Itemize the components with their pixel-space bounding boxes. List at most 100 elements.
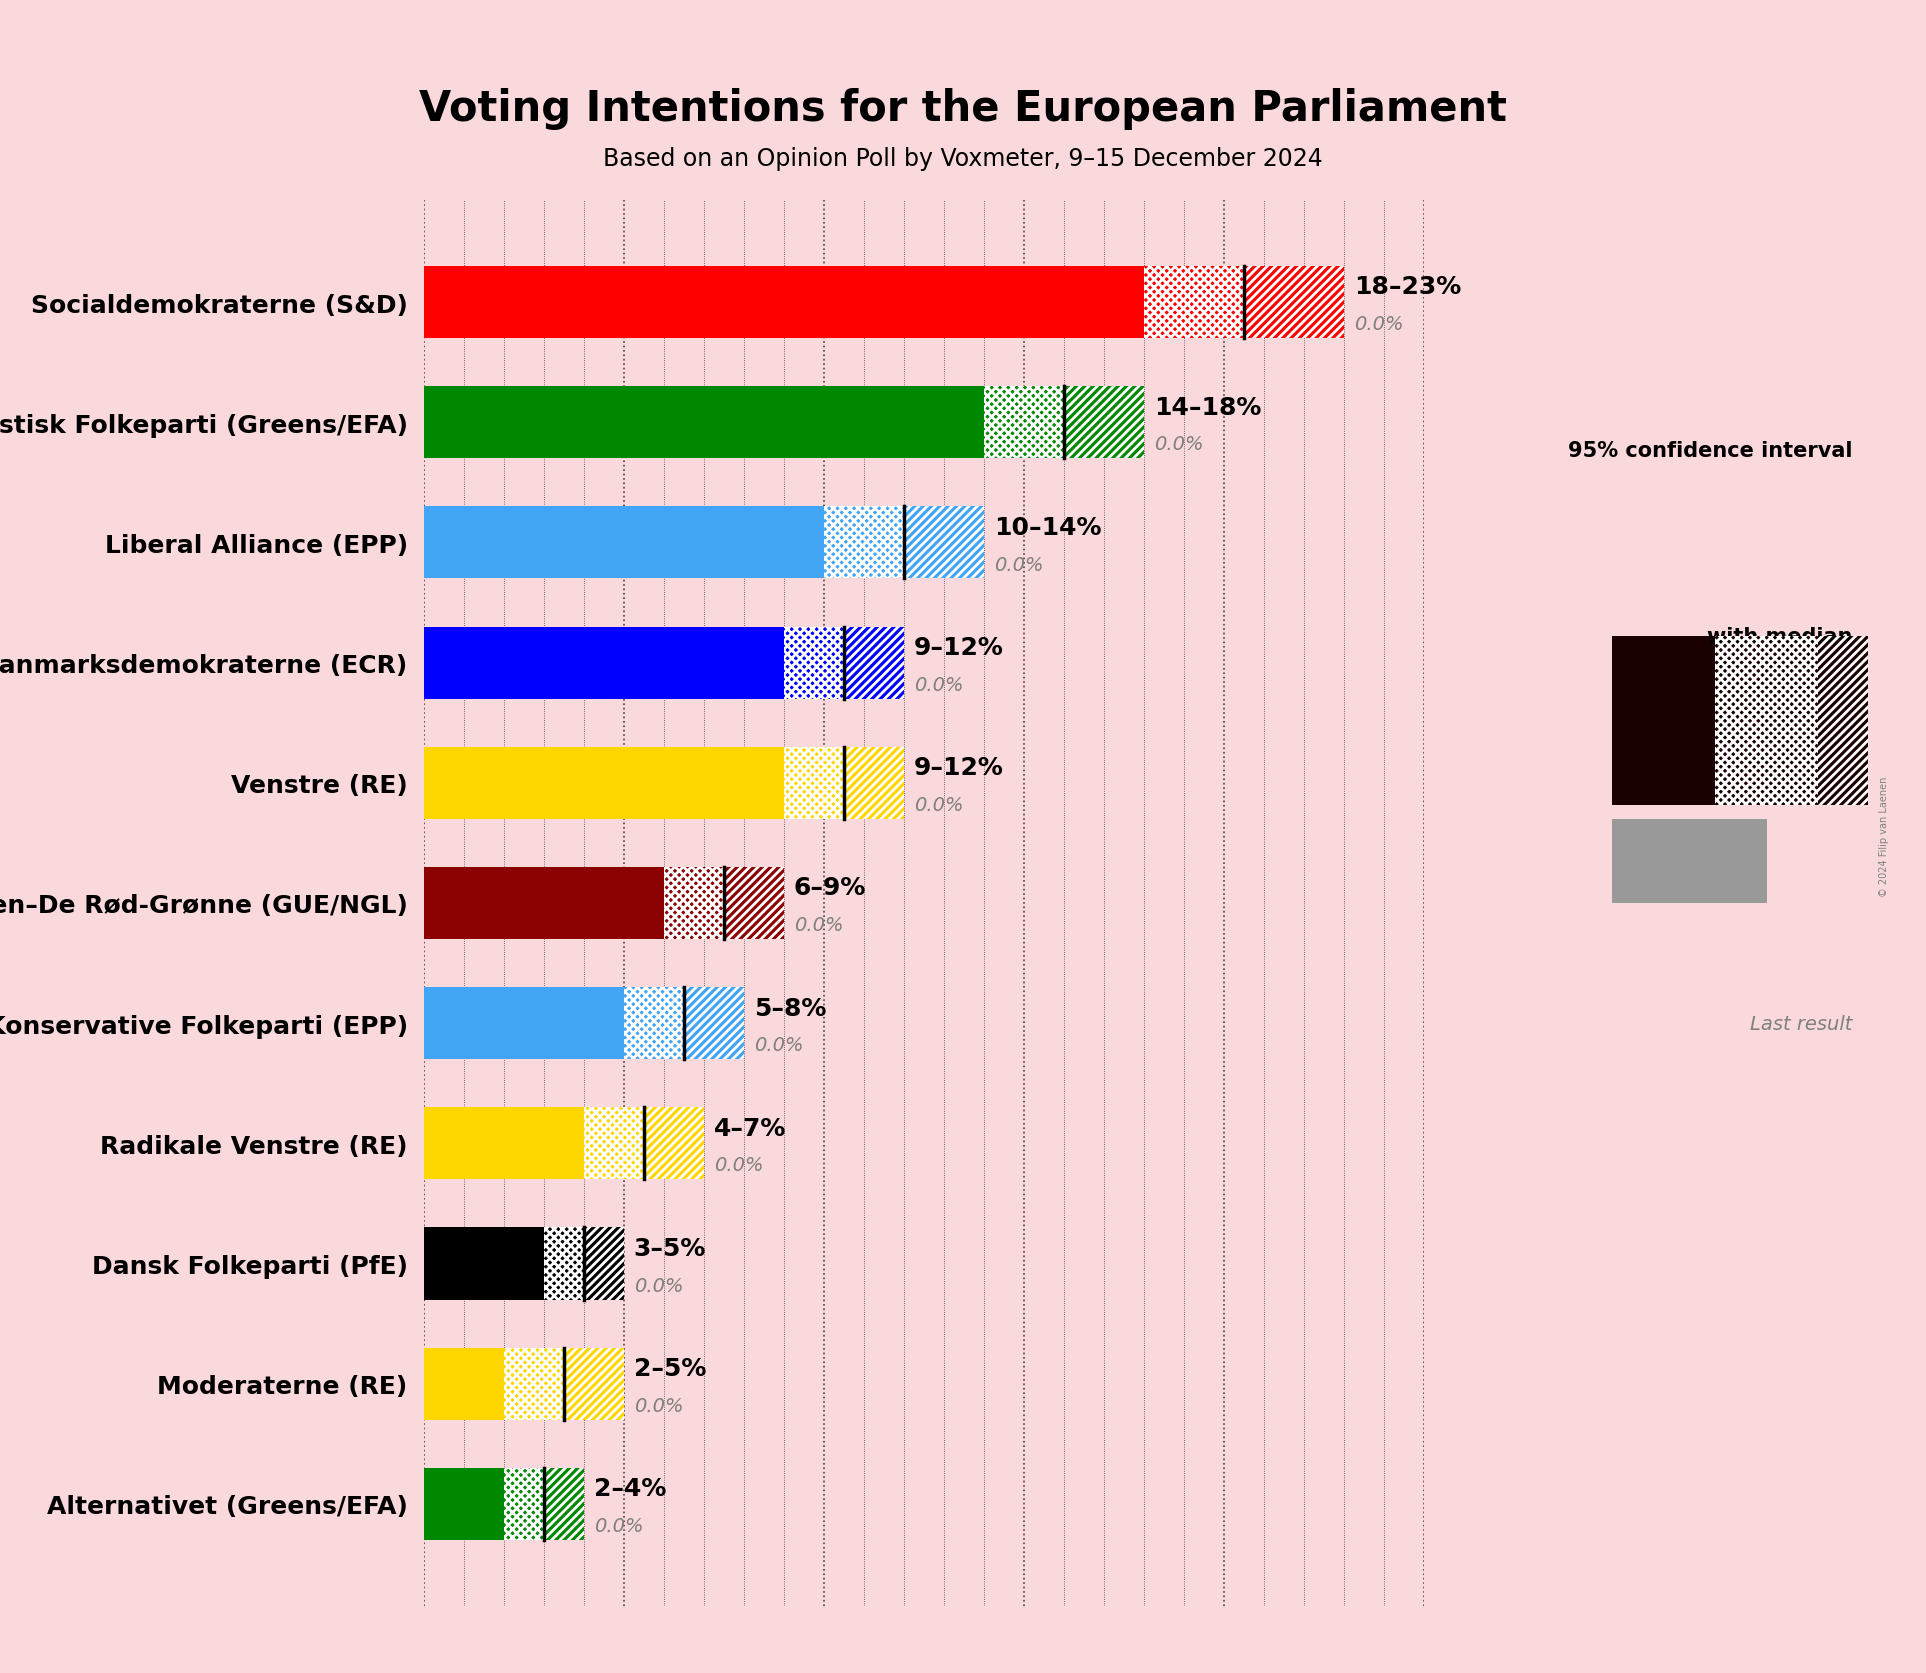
Bar (844, 748, 903, 820)
Bar (424, 1467, 505, 1541)
Bar (984, 386, 1063, 458)
Bar (684, 987, 743, 1059)
Bar (424, 507, 984, 579)
Text: 0.0%: 0.0% (753, 1036, 803, 1054)
Text: 9–12%: 9–12% (915, 636, 1003, 659)
Bar (505, 1467, 543, 1541)
Text: Last result: Last result (1751, 1016, 1853, 1034)
Bar (1714, 636, 1818, 805)
Text: with median: with median (1706, 626, 1853, 646)
Bar (424, 1348, 624, 1420)
Bar (664, 867, 724, 940)
Text: 2–5%: 2–5% (634, 1357, 707, 1380)
Bar (844, 627, 903, 699)
Bar (1818, 636, 1924, 805)
Bar (424, 627, 903, 699)
Text: 0.0%: 0.0% (1154, 435, 1204, 453)
Text: 3–5%: 3–5% (634, 1236, 707, 1260)
Bar (1063, 386, 1144, 458)
Text: 0.0%: 0.0% (634, 1276, 684, 1295)
Text: 0.0%: 0.0% (1354, 315, 1404, 335)
Bar (424, 748, 903, 820)
Bar (1612, 636, 1714, 805)
Text: 10–14%: 10–14% (994, 515, 1102, 539)
Bar (424, 266, 1144, 340)
Bar (424, 386, 984, 458)
Bar (784, 748, 844, 820)
Bar (505, 1348, 564, 1420)
Bar (424, 386, 1144, 458)
Bar (1818, 636, 1924, 805)
Bar (824, 507, 903, 579)
Bar (1144, 266, 1244, 340)
Bar (424, 987, 624, 1059)
Bar (564, 1348, 624, 1420)
Bar (624, 987, 684, 1059)
Text: 0.0%: 0.0% (634, 1395, 684, 1415)
Bar (543, 1467, 584, 1541)
Bar (424, 867, 664, 940)
Bar (424, 1467, 584, 1541)
Bar (424, 266, 1344, 340)
Bar (984, 386, 1063, 458)
Text: 14–18%: 14–18% (1154, 395, 1262, 420)
Bar (1144, 266, 1244, 340)
Bar (1063, 386, 1144, 458)
Bar (624, 987, 684, 1059)
Bar (844, 627, 903, 699)
Bar (424, 1108, 703, 1179)
Text: 4–7%: 4–7% (715, 1116, 786, 1139)
Bar (1244, 266, 1344, 340)
Bar (844, 748, 903, 820)
Bar (543, 1467, 584, 1541)
Bar (684, 987, 743, 1059)
Text: 0.0%: 0.0% (915, 676, 963, 694)
Text: 6–9%: 6–9% (794, 875, 867, 900)
Bar (424, 987, 743, 1059)
Bar (903, 507, 984, 579)
Text: 0.0%: 0.0% (794, 915, 844, 935)
Text: 5–8%: 5–8% (753, 995, 826, 1021)
Bar (424, 1348, 505, 1420)
Bar (903, 507, 984, 579)
Text: © 2024 Filip van Laenen: © 2024 Filip van Laenen (1878, 776, 1889, 897)
Bar (643, 1108, 703, 1179)
Bar (424, 1108, 584, 1179)
Text: 18–23%: 18–23% (1354, 276, 1462, 299)
Text: Based on an Opinion Poll by Voxmeter, 9–15 December 2024: Based on an Opinion Poll by Voxmeter, 9–… (603, 147, 1323, 171)
Bar (505, 1467, 543, 1541)
Bar (584, 1108, 643, 1179)
Bar (584, 1228, 624, 1300)
Bar (505, 1348, 564, 1420)
Bar (784, 627, 844, 699)
Bar (424, 748, 784, 820)
Bar (784, 748, 844, 820)
Text: Voting Intentions for the European Parliament: Voting Intentions for the European Parli… (420, 87, 1506, 130)
Bar (1714, 636, 1818, 805)
Bar (724, 867, 784, 940)
Bar (824, 507, 903, 579)
Bar (1612, 820, 1766, 903)
Text: 0.0%: 0.0% (593, 1516, 643, 1536)
Bar (584, 1108, 643, 1179)
Text: 0.0%: 0.0% (994, 555, 1044, 574)
Bar (424, 627, 784, 699)
Bar (643, 1108, 703, 1179)
Bar (424, 1228, 543, 1300)
Bar (424, 1228, 624, 1300)
Text: 0.0%: 0.0% (715, 1156, 763, 1174)
Text: 2–4%: 2–4% (593, 1476, 666, 1501)
Bar (664, 867, 724, 940)
Bar (424, 867, 784, 940)
Bar (564, 1348, 624, 1420)
Bar (1244, 266, 1344, 340)
Bar (543, 1228, 584, 1300)
Bar (724, 867, 784, 940)
Text: 95% confidence interval: 95% confidence interval (1568, 442, 1853, 460)
Bar (424, 507, 824, 579)
Bar (543, 1228, 584, 1300)
Text: 0.0%: 0.0% (915, 795, 963, 815)
Bar (784, 627, 844, 699)
Bar (584, 1228, 624, 1300)
Text: 9–12%: 9–12% (915, 756, 1003, 780)
